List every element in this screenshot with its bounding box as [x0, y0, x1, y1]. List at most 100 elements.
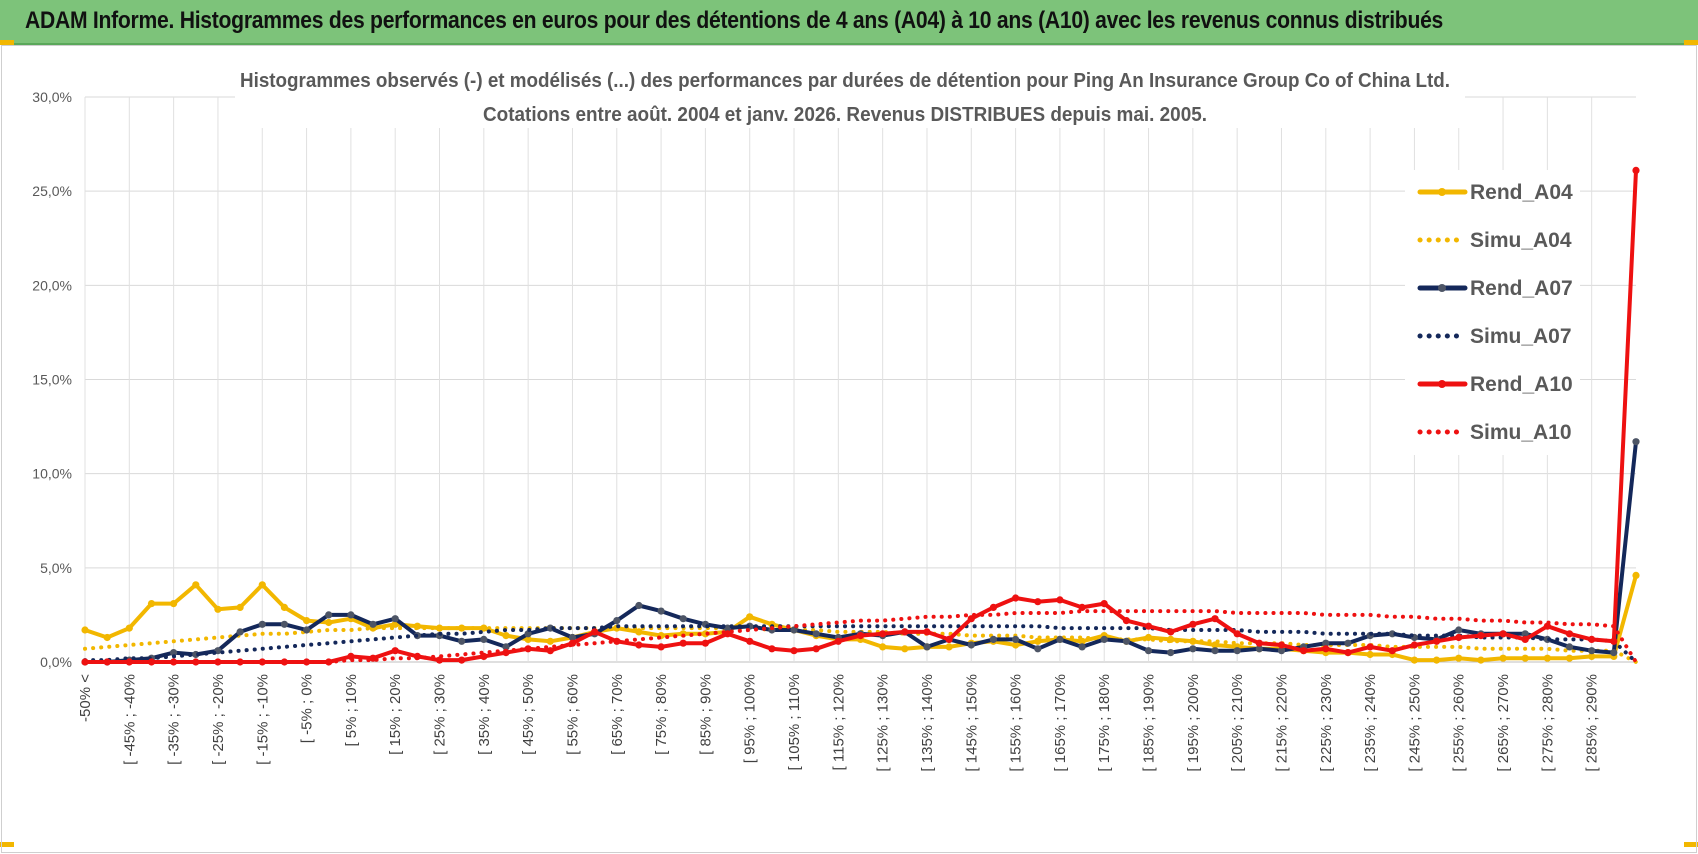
x-tick-label: [ 55% ; 60% [564, 674, 581, 755]
data-point-rend_a07 [1233, 647, 1241, 655]
data-point-rend_a10 [1144, 622, 1153, 630]
data-point-rend_a07 [1344, 639, 1352, 647]
data-point-rend_a04 [945, 643, 953, 651]
data-point-rend_a04 [1366, 650, 1374, 659]
data-point-rend_a10 [1565, 630, 1574, 638]
data-point-rend_a10 [1300, 647, 1308, 655]
y-axis-ticks: 0,0% 5,0% 10,0% 15,0% 20,0% 25,0% 30,0% [32, 89, 72, 670]
data-point-rend_a07 [325, 611, 333, 619]
data-point-rend_a07 [967, 641, 975, 649]
data-point-rend_a10 [635, 641, 643, 649]
data-point-rend_a10 [701, 639, 710, 647]
x-tick-label: [ 215% ; 220% [1273, 674, 1290, 772]
data-point-rend_a07 [790, 626, 798, 634]
x-tick-label: [ -45% ; -40% [121, 674, 138, 765]
data-point-rend_a10 [1012, 594, 1020, 602]
series-line-simu_a10 [83, 609, 1638, 664]
data-point-rend_a07 [280, 620, 288, 628]
data-point-rend_a07 [613, 617, 621, 625]
data-point-rend_a07 [303, 626, 311, 634]
legend-label-simu_a07: Simu_A07 [1470, 325, 1572, 348]
x-tick-label: [ 255% ; 260% [1451, 674, 1468, 772]
data-point-rend_a10 [1521, 635, 1529, 644]
data-point-rend_a04 [1565, 654, 1574, 662]
data-point-rend_a10 [1499, 630, 1507, 638]
data-point-rend_a07 [480, 635, 488, 644]
data-point-rend_a10 [879, 630, 887, 638]
data-point-rend_a04 [1012, 641, 1020, 649]
x-tick-label: [ 75% ; 80% [653, 674, 670, 755]
data-point-rend_a10 [834, 637, 842, 645]
data-point-rend_a10 [1211, 615, 1219, 623]
data-point-rend_a07 [236, 628, 244, 636]
data-point-rend_a04 [746, 613, 754, 621]
data-point-rend_a04 [214, 605, 222, 613]
data-point-rend_a10 [1388, 647, 1396, 655]
gridlines [84, 96, 1636, 663]
data-point-rend_a04 [192, 581, 200, 589]
data-point-rend_a10 [1233, 630, 1241, 638]
corner-mark-top-right [1684, 40, 1698, 45]
data-point-rend_a04 [901, 645, 909, 653]
data-point-rend_a07 [524, 630, 532, 638]
x-tick-label: [ 15% ; 20% [387, 674, 404, 755]
data-point-rend_a10 [435, 656, 444, 664]
data-point-rend_a10 [391, 647, 399, 655]
data-point-rend_a04 [1477, 656, 1485, 664]
data-point-rend_a07 [258, 620, 266, 628]
data-point-rend_a07 [1588, 647, 1596, 655]
data-point-rend_a07 [502, 643, 510, 651]
data-point-rend_a07 [1255, 645, 1263, 653]
data-point-rend_a04 [879, 643, 887, 651]
data-point-rend_a10 [1455, 633, 1463, 642]
data-point-rend_a10 [458, 656, 466, 664]
legend-marker [1438, 188, 1446, 196]
x-tick-label: [ 195% ; 200% [1185, 674, 1202, 772]
data-point-rend_a04 [524, 635, 532, 644]
data-point-rend_a07 [546, 624, 554, 632]
data-point-rend_a10 [1189, 620, 1197, 628]
data-point-rend_a07 [1610, 649, 1618, 657]
data-point-rend_a04 [546, 637, 554, 645]
data-point-rend_a07 [1277, 647, 1286, 655]
title-background [235, 64, 1465, 128]
y-tick-label: 20,0% [32, 277, 72, 293]
data-point-rend_a07 [458, 637, 466, 645]
data-point-rend_a07 [1455, 626, 1463, 634]
data-point-rend_a10 [1322, 645, 1330, 653]
data-point-rend_a10 [746, 637, 754, 645]
chart-title: Histogrammes observés (-) et modélisés (… [240, 70, 1450, 92]
data-point-rend_a10 [1477, 632, 1485, 640]
legend-marker [1438, 380, 1446, 388]
data-point-rend_a10 [1632, 166, 1640, 174]
data-point-rend_a04 [1543, 654, 1551, 662]
data-point-rend_a10 [679, 639, 687, 647]
data-point-rend_a04 [480, 624, 488, 632]
series-layer [81, 166, 1640, 666]
data-point-rend_a07 [1122, 637, 1130, 645]
data-point-rend_a04 [147, 600, 156, 608]
legend-label-rend_a04: Rend_A04 [1470, 181, 1573, 204]
x-tick-label: [ 165% ; 170% [1052, 674, 1069, 772]
data-point-rend_a10 [945, 635, 953, 644]
x-tick-label: [ 115% ; 120% [830, 674, 847, 770]
data-point-rend_a10 [1410, 641, 1418, 649]
data-point-rend_a10 [1122, 617, 1130, 625]
data-point-rend_a04 [635, 628, 643, 636]
x-tick-label: [ 85% ; 90% [697, 674, 714, 755]
y-tick-label: 0,0% [40, 654, 72, 670]
x-tick-label: [ 25% ; 30% [432, 674, 449, 755]
data-point-rend_a04 [325, 618, 333, 627]
legend-marker [1438, 284, 1446, 292]
data-point-rend_a07 [812, 630, 820, 638]
data-point-rend_a07 [923, 643, 931, 651]
banner-title: ADAM Informe. Histogrammes des performan… [25, 7, 1444, 34]
data-point-rend_a07 [1322, 639, 1330, 647]
data-point-rend_a10 [1255, 639, 1263, 647]
chart-subtitle: Cotations entre août. 2004 et janv. 2026… [483, 104, 1207, 126]
data-point-rend_a07 [1034, 645, 1042, 653]
y-tick-label: 25,0% [32, 183, 72, 199]
data-point-rend_a04 [502, 632, 510, 640]
x-tick-label: [ 175% ; 180% [1096, 674, 1113, 772]
